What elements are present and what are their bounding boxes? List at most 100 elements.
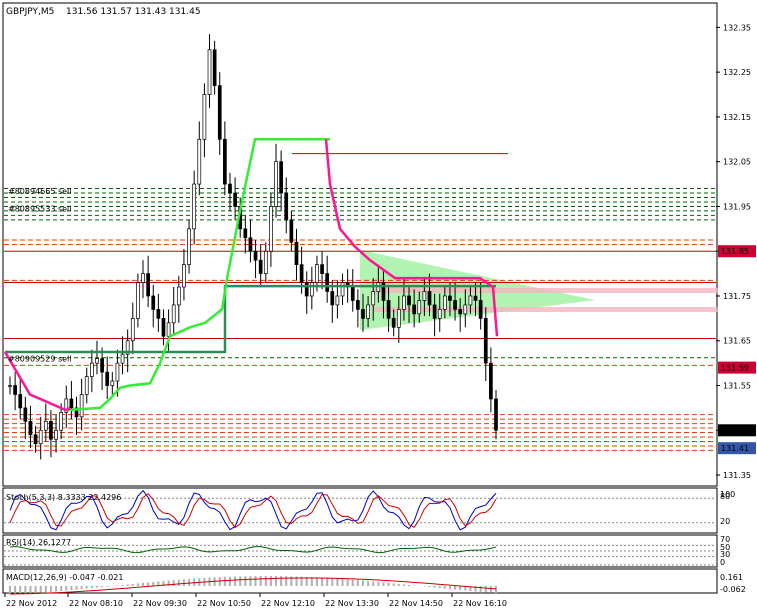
candle-body bbox=[448, 295, 452, 301]
candle-body bbox=[115, 362, 120, 382]
candle-body bbox=[494, 398, 498, 431]
candle-body bbox=[54, 429, 58, 440]
candle-body bbox=[176, 286, 181, 306]
order-label: #80895533 sell bbox=[8, 205, 72, 214]
stoch-frame bbox=[2, 487, 718, 534]
candle-body bbox=[110, 380, 115, 386]
candle-body bbox=[468, 295, 473, 306]
candle-body bbox=[258, 259, 263, 274]
candle-body bbox=[166, 322, 171, 337]
candle-body bbox=[263, 250, 268, 274]
rsi-series bbox=[4, 544, 716, 566]
candle-body bbox=[156, 309, 161, 319]
candle-body bbox=[120, 353, 125, 364]
macd-signal-line bbox=[9, 577, 497, 595]
time-tick-label: 22 Nov 14:50 bbox=[389, 599, 443, 608]
price-tick-label: 131.95 bbox=[723, 202, 751, 211]
trend-line-dark-green bbox=[5, 284, 496, 354]
candle-body bbox=[294, 241, 299, 265]
chart-symbol: GBPJPY,M5 bbox=[6, 7, 54, 17]
candle-body bbox=[59, 412, 64, 431]
time-tick-label: 22 Nov 2012 bbox=[6, 599, 57, 608]
price-tick-label: 132.15 bbox=[723, 113, 751, 122]
candle-body bbox=[274, 161, 278, 207]
candle-body bbox=[248, 237, 253, 252]
order-labels: #80894665 sell #80895533 sell #80909529 se… bbox=[8, 187, 72, 364]
candle-body bbox=[330, 291, 335, 306]
time-tick-label: 22 Nov 08:10 bbox=[69, 599, 123, 608]
candle-body bbox=[228, 183, 232, 194]
rsi-level-30: 30 bbox=[720, 550, 730, 559]
stoch-level-20: 20 bbox=[720, 517, 730, 526]
candle-body bbox=[217, 85, 222, 140]
price-tag-box bbox=[718, 442, 756, 455]
candle-body bbox=[23, 407, 28, 422]
trend-line-pink bbox=[3, 351, 71, 412]
candle-body bbox=[69, 398, 74, 409]
price-tag-text: 131.59 bbox=[721, 364, 749, 373]
candle-body bbox=[437, 309, 442, 319]
candle-body bbox=[212, 49, 217, 86]
rsi-label: RSI(14) 26.1277 bbox=[6, 538, 71, 547]
stoch-level-80: 80 bbox=[720, 492, 730, 501]
candle-body bbox=[340, 282, 345, 297]
candle-body bbox=[233, 192, 237, 207]
candle-body bbox=[43, 420, 48, 431]
candle-body bbox=[458, 309, 463, 315]
rsi-level-0: 0 bbox=[720, 558, 725, 567]
trend-line-pink bbox=[324, 139, 499, 337]
time-axis: 22 Nov 2012 22 Nov 08:10 22 Nov 09:30 22 No… bbox=[4, 593, 507, 608]
candle-body bbox=[304, 282, 309, 297]
stoch-top-level: 100 bbox=[720, 490, 735, 499]
price-tick-label: 132.05 bbox=[723, 158, 751, 167]
candle-body bbox=[100, 358, 104, 373]
stoch-series bbox=[4, 489, 716, 531]
rsi-level-70: 70 bbox=[720, 535, 730, 544]
candle-body bbox=[18, 394, 23, 409]
candle-body bbox=[253, 250, 258, 261]
macd-series bbox=[9, 576, 497, 595]
order-label: #80894665 sell bbox=[8, 187, 72, 196]
candle-body bbox=[269, 206, 273, 252]
macd-level-low: -0.062 bbox=[720, 585, 746, 594]
candle-body bbox=[391, 318, 396, 328]
candle-body bbox=[473, 295, 478, 301]
candle-body bbox=[371, 291, 376, 306]
candle-body bbox=[64, 398, 69, 413]
candle-body bbox=[151, 295, 156, 310]
candle-body bbox=[90, 362, 94, 377]
candle-body bbox=[146, 273, 150, 297]
candle-body bbox=[284, 192, 289, 221]
candle-body bbox=[309, 282, 314, 297]
rsi-level-50: 50 bbox=[720, 543, 730, 552]
stoch-label: Stoch(5,3,3) 8.3333 22.4296 bbox=[6, 493, 121, 502]
price-tag-text: 131.41 bbox=[721, 444, 749, 453]
candle-body bbox=[478, 300, 483, 319]
candle-body bbox=[207, 49, 212, 95]
stoch-signal-line bbox=[9, 492, 497, 529]
candle-body bbox=[125, 340, 130, 355]
time-tick-label: 22 Nov 13:30 bbox=[325, 599, 379, 608]
candle-body bbox=[28, 420, 33, 436]
candle-body bbox=[417, 300, 422, 315]
candle-body bbox=[279, 161, 283, 194]
candle-body bbox=[432, 304, 437, 319]
price-tag-box bbox=[718, 424, 756, 437]
candle-body bbox=[84, 376, 89, 395]
candle-body bbox=[289, 219, 294, 243]
candle-body bbox=[192, 183, 197, 230]
trend-overlays bbox=[3, 138, 499, 412]
candle-body bbox=[356, 300, 360, 310]
candle-body bbox=[105, 371, 110, 386]
candle-body bbox=[197, 138, 202, 185]
candle-body bbox=[187, 228, 191, 265]
price-tag-box bbox=[718, 245, 756, 258]
time-tick-label: 22 Nov 09:30 bbox=[133, 599, 187, 608]
time-tick-label: 22 Nov 10:50 bbox=[197, 599, 251, 608]
candle-body bbox=[335, 295, 340, 306]
candle-body bbox=[33, 434, 38, 445]
trend-line-lime bbox=[65, 138, 330, 412]
price-tag-text: 131.85 bbox=[721, 247, 749, 256]
